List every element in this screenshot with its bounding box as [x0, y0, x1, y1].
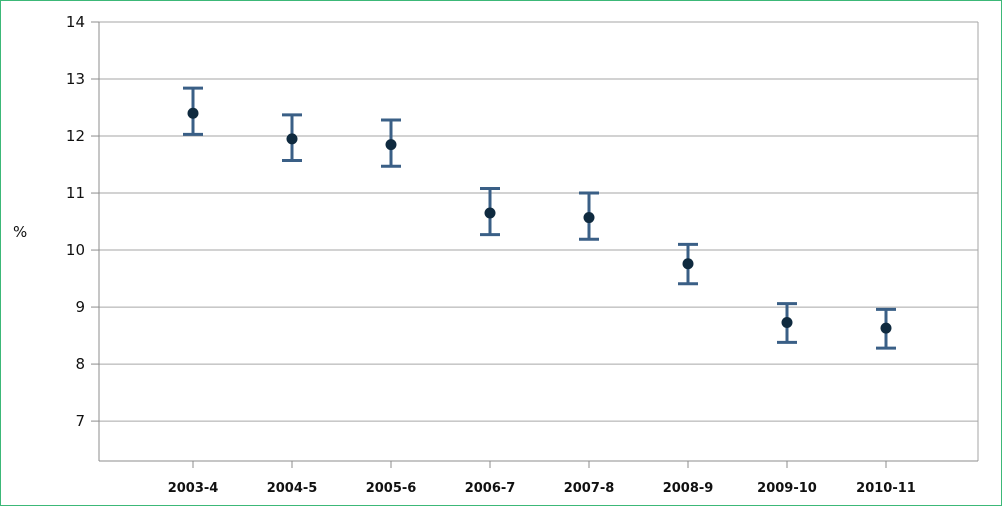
data-point: [682, 258, 694, 270]
y-tick-label: 9: [75, 298, 85, 316]
x-tick-label: 2010-11: [856, 481, 916, 496]
data-marks: [183, 86, 896, 350]
data-point: [484, 207, 496, 219]
data-point: [385, 139, 397, 151]
x-tick-label: 2006-7: [465, 481, 516, 496]
data-point: [880, 322, 892, 334]
x-tick-label: 2003-4: [168, 481, 219, 496]
y-tick-label: 7: [75, 412, 85, 430]
y-tick-label: 10: [66, 241, 85, 259]
axes: [91, 21, 978, 468]
data-point: [286, 133, 298, 145]
data-point: [781, 316, 793, 328]
x-tick-label: 2004-5: [267, 481, 318, 496]
data-point: [583, 212, 595, 224]
x-tick-label: 2008-9: [663, 481, 714, 496]
y-tick-labels: 7 8 9 10 11 12 13 14: [66, 13, 85, 430]
x-tick-label: 2007-8: [564, 481, 615, 496]
x-tick-label: 2005-6: [366, 481, 417, 496]
y-tick-label: 11: [66, 184, 85, 202]
x-tick-labels: 2003-4 2004-5 2005-6 2006-7 2007-8 2008-9 2009…: [168, 481, 916, 496]
y-tick-label: 14: [66, 13, 85, 31]
data-point: [187, 107, 199, 119]
x-tick-label: 2009-10: [757, 481, 817, 496]
y-tick-label: 12: [66, 127, 85, 145]
y-axis-label: %: [13, 223, 27, 241]
y-tick-label: 13: [66, 70, 85, 88]
y-tick-label: 8: [75, 355, 85, 373]
gridlines: [99, 21, 979, 461]
